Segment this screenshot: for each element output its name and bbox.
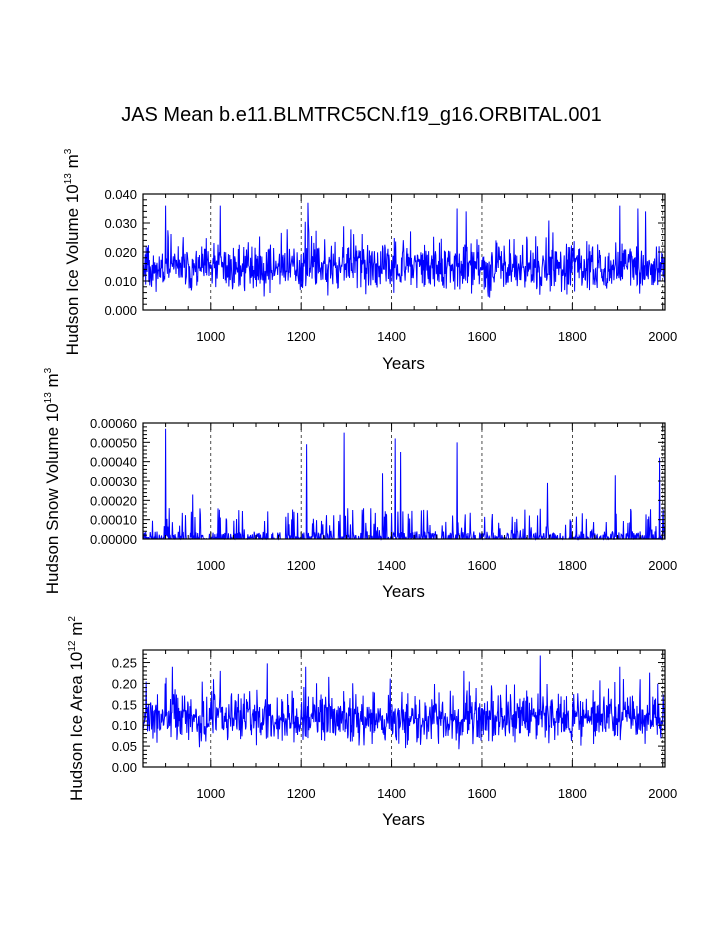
x-tick-label: 1400 [377,786,406,801]
x-axis-label: Years [382,354,425,373]
x-tick-label: 1600 [468,786,497,801]
y-tick-label: 0.25 [112,656,137,671]
x-tick-label: 1800 [558,329,587,344]
y-axis-label-unit: m [63,154,82,173]
y-tick-label: 0.00020 [90,493,137,508]
panel-ice-volume: 1000 1200 1400 1600 1800 2000 0.000 0.010 0.020 0… [63,148,677,373]
chart-title: JAS Mean b.e11.BLMTRC5CN.f19_g16.ORBITAL… [121,104,602,126]
y-tick-label: 0.010 [104,274,137,289]
y-tick-label: 0.00000 [90,532,137,547]
y-axis-label-unit-exponent: 3 [43,367,54,373]
y-axis-label-text: Hudson Ice Volume 10 [63,184,82,355]
series-line [142,202,666,298]
y-tick-label: 0.030 [104,216,137,231]
y-tick-label: 0.20 [112,676,137,691]
y-tick-label: 0.00 [112,760,137,775]
x-tick-label: 2000 [648,558,677,573]
y-axis-label-unit-exponent: 2 [67,616,78,622]
y-tick-label: 0.00050 [90,435,137,450]
y-axis-label-unit: m [67,622,86,641]
x-tick-label: 1800 [558,786,587,801]
x-tick-label: 1600 [468,329,497,344]
y-tick-label: 0.00060 [90,416,137,431]
y-axis-label-text: Hudson Snow Volume 10 [43,403,62,594]
x-tick-label: 1400 [377,558,406,573]
y-tick-label: 0.00030 [90,474,137,489]
y-tick-label: 0.000 [104,303,137,318]
x-tick-label: 1000 [196,786,225,801]
x-tick-label: 1600 [468,558,497,573]
x-tick-label: 1000 [196,329,225,344]
y-axis-label-text: Hudson Ice Area 10 [67,652,86,801]
x-tick-label: 1200 [287,786,316,801]
y-axis-label: Hudson Ice Area 1012 m2 [67,616,86,801]
series-line [142,428,666,541]
x-axis-label: Years [382,810,425,829]
y-axis-label: Hudson Snow Volume 1013 m3 [43,367,62,594]
x-tick-label: 1800 [558,558,587,573]
series-line [142,655,666,750]
y-axis-label-exponent: 13 [63,173,74,185]
y-tick-label: 0.10 [112,718,137,733]
x-tick-label: 2000 [648,329,677,344]
y-tick-label: 0.020 [104,245,137,260]
panel-ice-area: 1000 1200 1400 1600 1800 2000 0.00 0.05 0.10 0.15… [67,616,677,829]
x-tick-label: 2000 [648,786,677,801]
y-tick-label: 0.00040 [90,455,137,470]
y-axis-label-unit: m [43,373,62,392]
x-tick-label: 1400 [377,329,406,344]
x-tick-label: 1200 [287,329,316,344]
y-axis-label-unit-exponent: 3 [63,148,74,154]
y-tick-label: 0.00010 [90,513,137,528]
x-tick-label: 1000 [196,558,225,573]
y-tick-label: 0.05 [112,739,137,754]
y-tick-label: 0.15 [112,697,137,712]
x-tick-label: 1200 [287,558,316,573]
panel-snow-volume: 1000 1200 1400 1600 1800 2000 0.00000 0.00010 0.… [43,367,677,601]
y-axis-label: Hudson Ice Volume 1013 m3 [63,148,82,355]
y-tick-label: 0.040 [104,187,137,202]
y-axis-label-exponent: 13 [43,392,54,404]
x-axis-label: Years [382,582,425,601]
y-axis-label-exponent: 12 [67,640,78,652]
